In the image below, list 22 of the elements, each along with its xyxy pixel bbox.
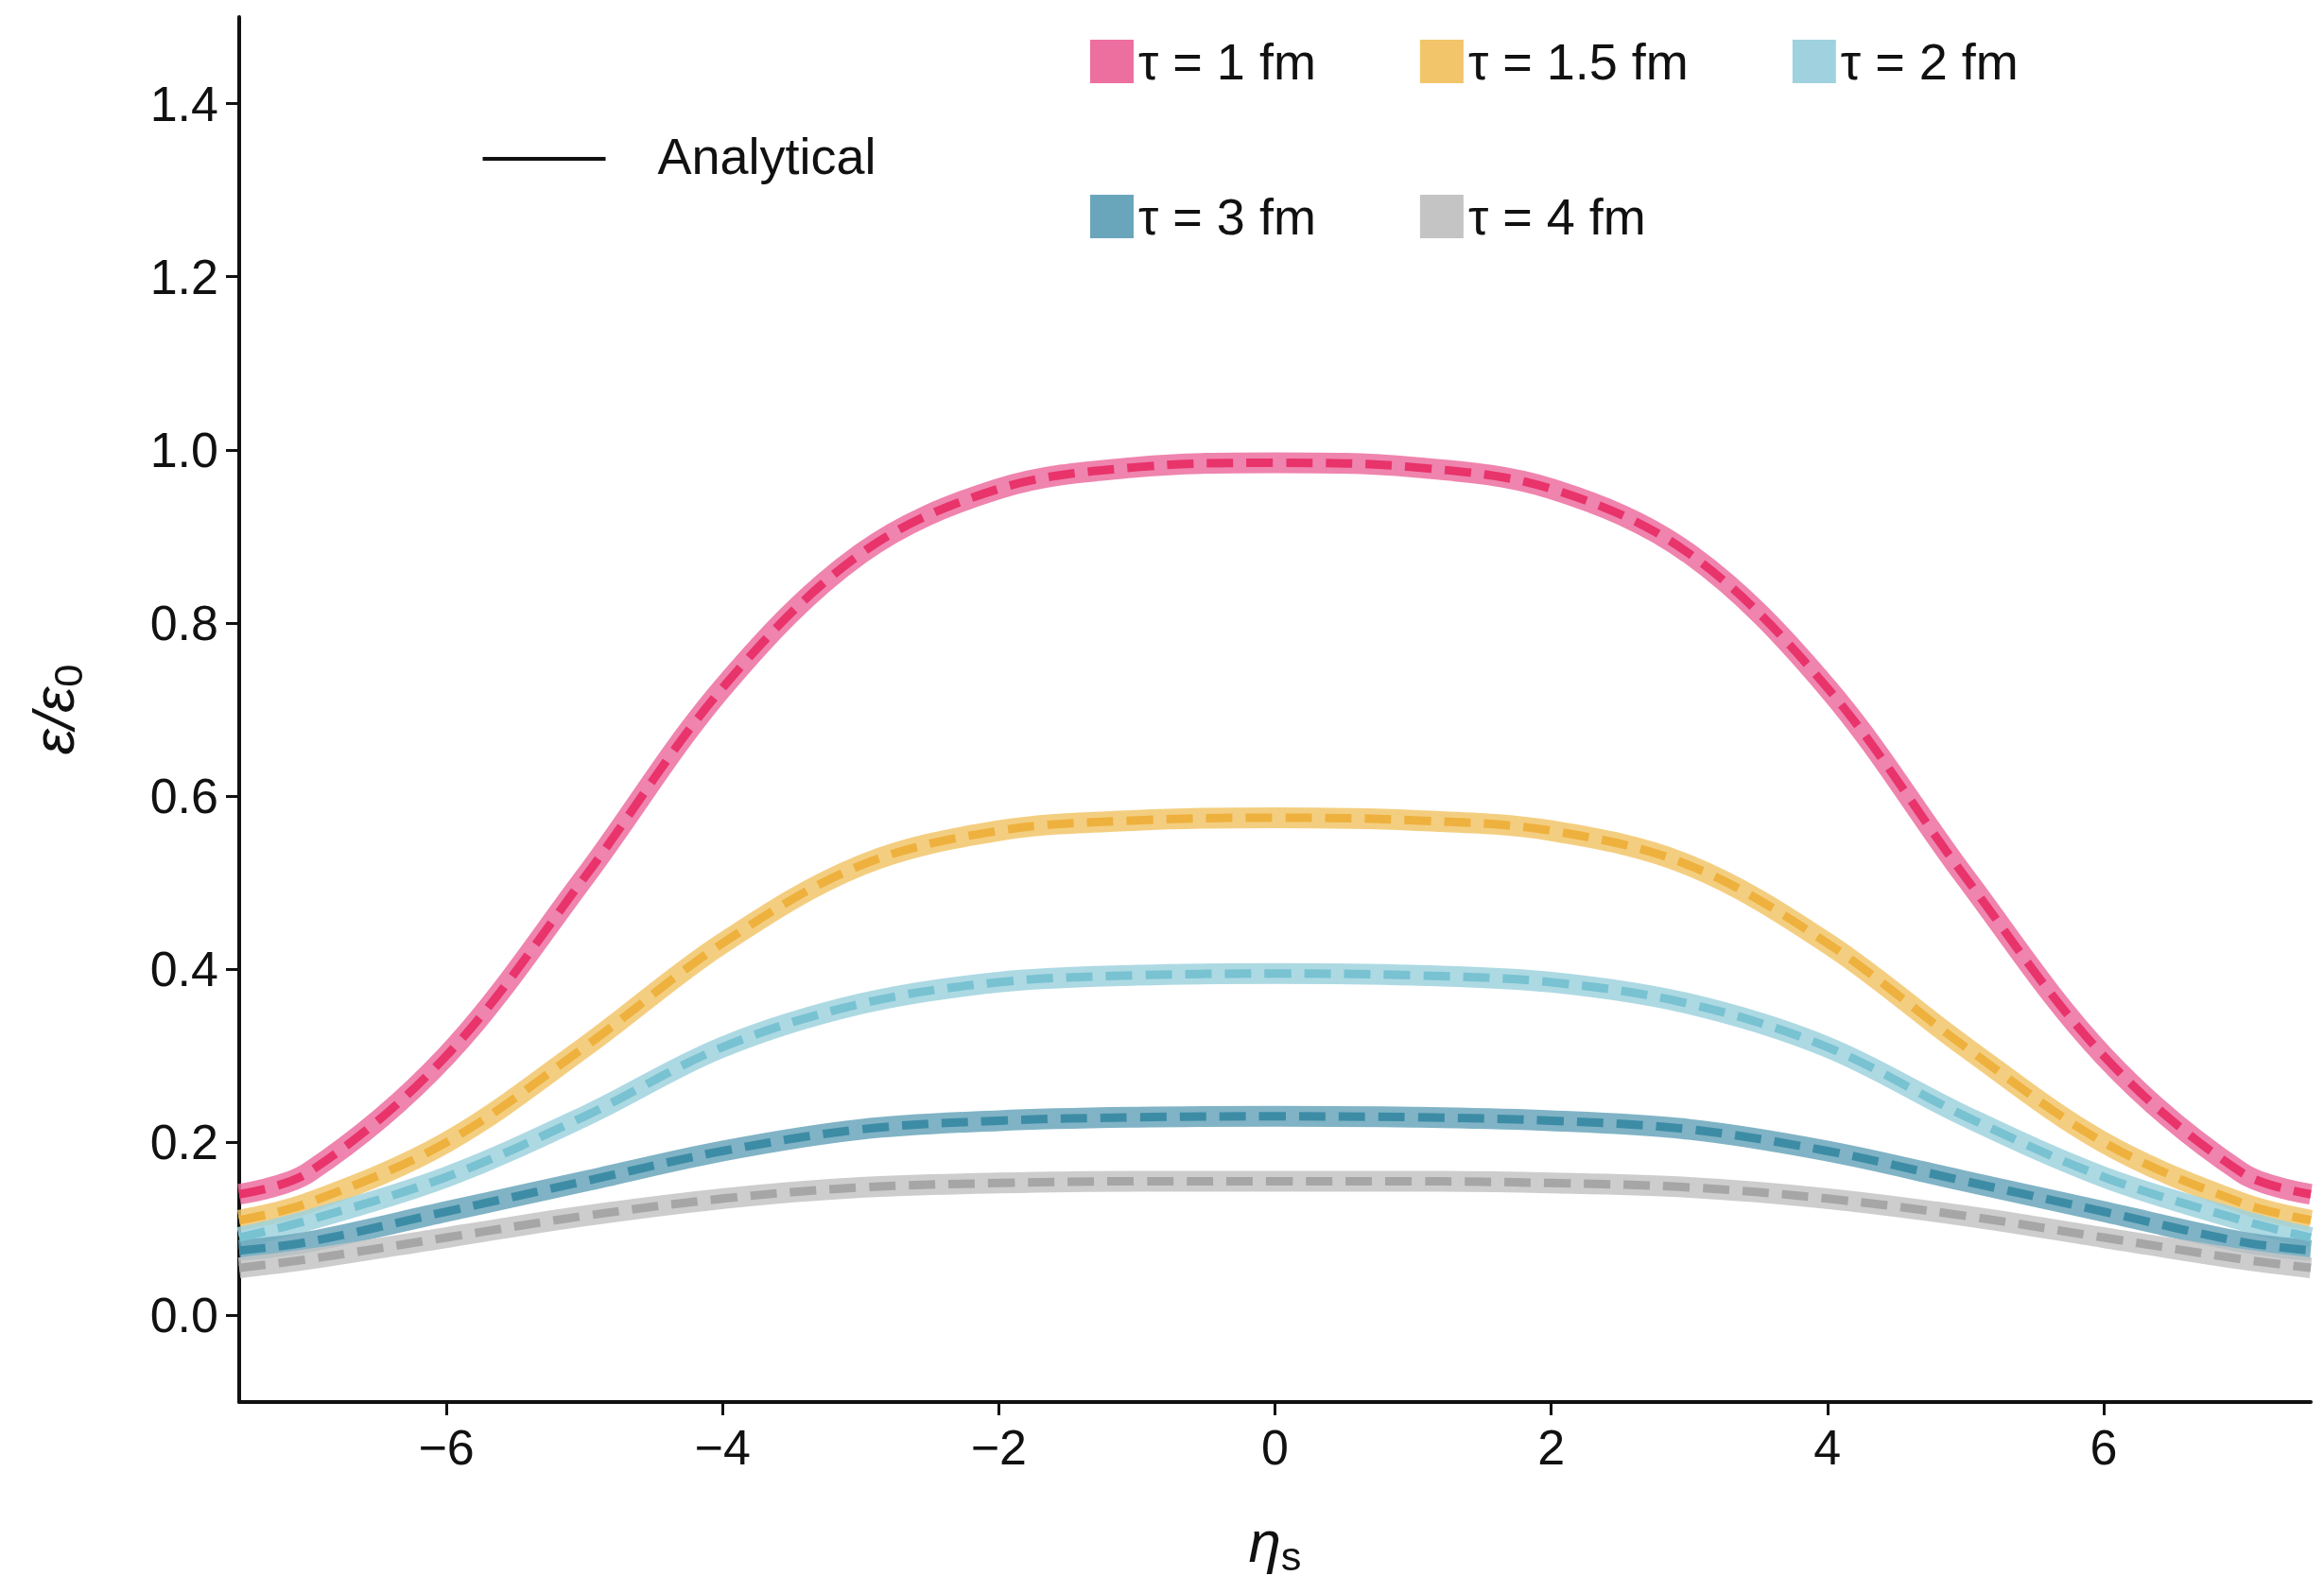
y-tick-label: 0.2 bbox=[149, 1115, 218, 1170]
y-axis-title: ε/ε0 bbox=[20, 664, 91, 755]
x-tick-label: 0 bbox=[1261, 1420, 1289, 1475]
legend-label: τ = 1 fm bbox=[1138, 33, 1316, 90]
y-tick-label: 0.0 bbox=[149, 1288, 218, 1343]
legend-label: τ = 2 fm bbox=[1840, 33, 2019, 90]
x-tick-label: −2 bbox=[970, 1420, 1028, 1475]
x-tick-label: 6 bbox=[2090, 1420, 2118, 1475]
legend-label: τ = 1.5 fm bbox=[1467, 33, 1689, 90]
legend-label: τ = 3 fm bbox=[1138, 188, 1316, 245]
y-tick-label: 1.0 bbox=[149, 422, 218, 477]
y-tick-label: 0.6 bbox=[149, 769, 218, 824]
x-tick-label: 4 bbox=[1813, 1420, 1842, 1475]
y-tick-label: 1.2 bbox=[149, 249, 218, 304]
y-tick-label: 0.4 bbox=[149, 942, 218, 997]
annotation: Analytical bbox=[657, 128, 876, 184]
y-tick-label: 1.4 bbox=[149, 76, 218, 131]
x-tick-label: 2 bbox=[1537, 1420, 1566, 1475]
legend-label: τ = 4 fm bbox=[1467, 188, 1646, 245]
y-tick-label: 0.8 bbox=[149, 595, 218, 650]
x-tick-label: −6 bbox=[418, 1420, 475, 1475]
x-tick-label: −4 bbox=[694, 1420, 751, 1475]
